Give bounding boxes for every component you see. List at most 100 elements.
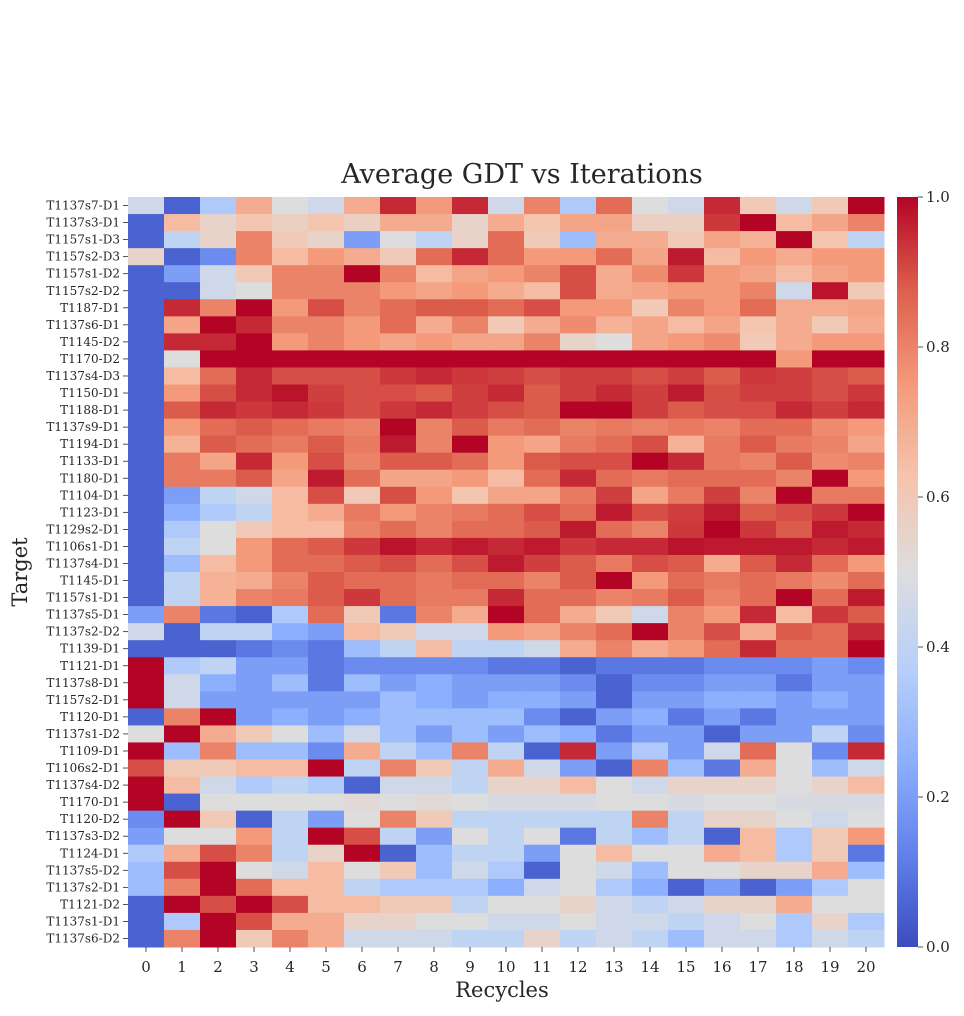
heatmap-cell [704,282,741,300]
y-tick-label: T1121-D1 [60,659,120,673]
heatmap-cell [200,810,237,829]
heatmap-cell [704,657,741,675]
heatmap-cell [416,418,453,437]
heatmap-cell [668,367,705,385]
heatmap-cell [344,759,381,778]
y-tick-label: T1194-D1 [60,437,120,451]
heatmap-cell [632,742,669,760]
heatmap-cell [524,878,561,897]
heatmap-cell [848,674,885,692]
heatmap-cell [812,197,849,215]
heatmap-cell [200,486,237,505]
x-tick-label: 12 [568,958,587,976]
heatmap-cell [848,554,885,573]
heatmap-cell [776,435,813,454]
heatmap-cell [236,606,273,624]
heatmap-cell [596,486,633,505]
heatmap-cell [452,623,489,641]
heatmap-cell [344,299,381,317]
heatmap-cell [236,878,273,897]
heatmap-cell [128,606,165,624]
heatmap-cell [128,299,165,317]
heatmap-cell [704,572,741,590]
heatmap-cell [668,844,705,863]
heatmap-cell [380,827,417,846]
heatmap-cell [452,418,489,437]
y-tick-label: T1129s2-D1 [46,522,120,536]
heatmap-cell [128,197,165,215]
x-tick-label: 7 [393,958,403,976]
heatmap-cell [704,708,741,726]
heatmap-cell [200,640,237,658]
heatmap-cell [452,384,489,403]
heatmap-cell [164,265,201,283]
heatmap-cell [344,929,381,948]
x-tick-label: 20 [856,958,875,976]
heatmap-cell [560,793,597,812]
heatmap-cell [308,929,345,948]
heatmap-cell [632,197,669,215]
heatmap-cell [272,912,309,931]
heatmap-cell [596,214,633,232]
heatmap-cell [380,520,417,539]
heatmap-cell [812,231,849,249]
heatmap-cell [236,640,273,658]
heatmap-cell [560,486,597,505]
heatmap-cell [560,623,597,641]
colorbar-tick-label: 1.0 [926,188,950,206]
heatmap-cell [812,827,849,846]
heatmap-cell [416,606,453,624]
heatmap-cell [272,572,309,590]
heatmap-cell [380,316,417,334]
heatmap-cell [272,231,309,249]
heatmap-cell [848,895,885,914]
x-tick-label: 8 [429,958,439,976]
heatmap-cell [308,503,345,522]
heatmap-cell [632,537,669,556]
heatmap-cell [812,469,849,488]
heatmap-cell [344,708,381,726]
heatmap-cell [380,759,417,778]
heatmap-cell [452,231,489,249]
y-tick-label: T1137s7-D1 [46,199,120,213]
heatmap-cell [776,572,813,590]
heatmap-cell [488,725,525,743]
heatmap-cell [524,520,561,539]
heatmap-cell [452,367,489,385]
heatmap-cell [704,452,741,471]
heatmap-cell [380,725,417,743]
x-tick-label: 3 [249,958,259,976]
x-tick-label: 9 [465,958,475,976]
heatmap-cell [344,640,381,658]
heatmap-cell [380,691,417,709]
heatmap-cell [488,452,525,471]
x-tick-label: 15 [676,958,695,976]
heatmap-cell [776,895,813,914]
heatmap-cell [848,248,885,266]
heatmap-cell [200,554,237,573]
heatmap-cell [488,929,525,948]
heatmap-cell [812,367,849,385]
y-tick-label: T1157s1-D2 [46,267,120,281]
heatmap-cell [668,912,705,931]
heatmap-cell [668,486,705,505]
heatmap-cell [740,674,777,692]
heatmap-cell [488,350,525,368]
heatmap-cell [416,231,453,249]
heatmap-cell [704,640,741,658]
heatmap-cell [308,674,345,692]
heatmap-cell [344,384,381,403]
heatmap-cell [200,248,237,266]
heatmap-cell [596,469,633,488]
heatmap-cell [416,691,453,709]
heatmap-cell [380,452,417,471]
heatmap-cell [704,214,741,232]
heatmap-cell [740,878,777,897]
heatmap-cell [128,742,165,760]
heatmap-cell [740,469,777,488]
heatmap-cell [200,912,237,931]
heatmap-cell [596,929,633,948]
heatmap-cell [128,623,165,641]
heatmap-cell [416,708,453,726]
heatmap-cell [596,265,633,283]
